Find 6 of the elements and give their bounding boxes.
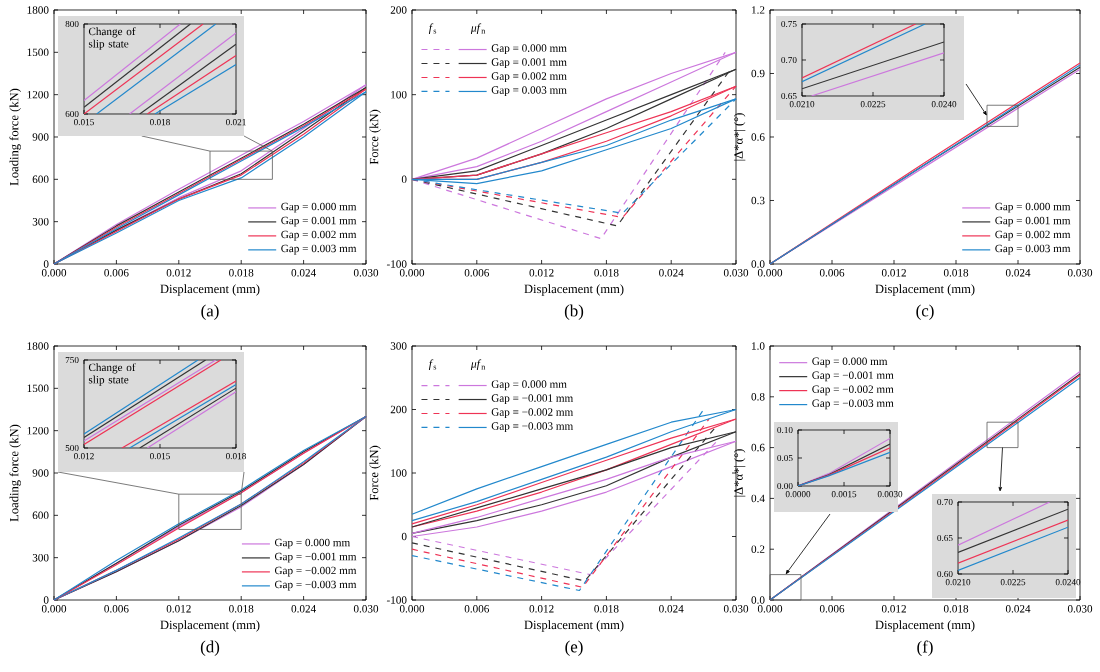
text: (a) [201, 304, 219, 320]
text: (d) [200, 640, 220, 656]
text: (e) [565, 640, 583, 656]
text: (c) [916, 304, 934, 320]
text: (b) [564, 304, 584, 320]
text: (f) [917, 640, 933, 657]
